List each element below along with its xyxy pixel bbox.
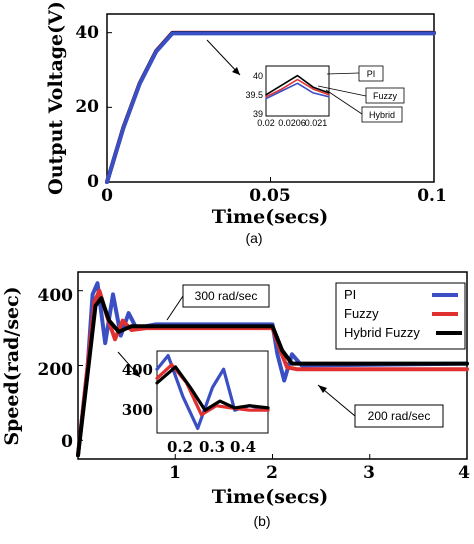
panel-a-x-axis-label: Time(secs) [212, 206, 329, 228]
panel-b-inset-ytick-0: 400 [122, 361, 153, 379]
panel-b-line-hybrid-fuzzy [76, 296, 469, 458]
panel-a-inset-arrow [206, 39, 241, 76]
panel-a-label-pi-box [358, 65, 384, 82]
panel-b-legend-label-pi: PI [344, 287, 356, 302]
panel-b-ytick-1: 200 [38, 360, 74, 380]
panel-a-inset-xtick-1: 0.0206 [278, 118, 306, 128]
annotation-300-text: 300 rad/sec [195, 289, 258, 303]
panel-b-inset-arrowhead [132, 369, 140, 377]
panel-b-inset-xtick-2: 0.4 [230, 438, 256, 456]
panel-b-xtick-1: 2 [266, 463, 278, 483]
panel-a-line-fuzzy [105, 31, 436, 184]
panel-b-ytick-0: 0 [61, 432, 73, 452]
panel-b-caption: (b) [253, 513, 270, 529]
panel-b-inset-series [155, 354, 270, 430]
panel-a-inset-ytick-2: 39 [253, 109, 263, 119]
panel-b-line-fuzzy [76, 288, 469, 458]
panel-b-inset-xtick-1: 0.3 [199, 438, 225, 456]
panel-a-inset-xtick-2: 0.021 [305, 118, 328, 128]
panel-b-xtick-2: 3 [363, 463, 375, 483]
panel-a-inset-line-pi [265, 78, 330, 98]
panel-b-xtick-0: 1 [169, 463, 181, 483]
panel-a-xtick-0: 0 [101, 186, 113, 206]
panel-b-inset-xtick-0: 0.2 [167, 438, 193, 456]
panel-b-ytick-2: 400 [38, 286, 74, 306]
panel-a-label-fuzzy: Fuzzy [373, 91, 398, 101]
panel-b-inset-ytick-1: 300 [122, 401, 153, 419]
panel-a-inset-line-fuzzy [265, 82, 330, 100]
panel-a-series [105, 30, 436, 184]
panel-a-label-pi-pointer [326, 72, 360, 75]
panel-a-label-hybrid-pointer [325, 89, 363, 115]
panel-b-ticks [78, 290, 468, 459]
panel-b-inset-line-hybrid-fuzzy [155, 365, 270, 412]
panel-a-label-fuzzy-pointer [317, 85, 367, 97]
panel-a-inset-arrowhead [232, 67, 240, 75]
annotation-200-text: 200 rad/sec [368, 409, 431, 423]
panel-a-label-hybrid: Hybrid [369, 110, 395, 120]
panel-b: 0 200 400 1 2 3 4 Time(secs) Speed(rad/s… [1, 271, 470, 529]
panel-b-legend-label-hybrid: Hybrid Fuzzy [344, 325, 420, 340]
panel-a: 0 20 40 0 0.05 0.1 Time(secs) Output Vol… [45, 1, 447, 246]
panel-a-inset-series [265, 74, 330, 100]
panel-a-inset-ytick-1: 39.5 [245, 90, 263, 100]
panel-b-x-axis-label: Time(secs) [212, 486, 329, 508]
panel-a-inset-ytick-0: 40 [253, 71, 263, 81]
panel-a-ytick-2: 40 [75, 23, 99, 43]
panel-b-legend-label-fuzzy: Fuzzy [344, 306, 379, 321]
panel-a-xtick-1: 0.05 [249, 186, 290, 206]
panel-a-inset-xtick-0: 0.02 [257, 118, 275, 128]
panel-b-y-axis-label: Speed(rad/sec) [1, 286, 23, 445]
panel-a-label-hybrid-box [361, 106, 403, 123]
panel-a-xtick-2: 0.1 [417, 186, 447, 206]
annotation-200-arrowhead [318, 385, 327, 393]
panel-a-label-fuzzy-box [365, 87, 405, 104]
panel-a-ytick-0: 0 [87, 172, 99, 192]
panel-a-label-pi: PI [367, 69, 376, 79]
panel-a-inset-line-hybrid [265, 74, 330, 96]
panel-a-ytick-1: 20 [75, 97, 99, 117]
panel-b-series [76, 281, 469, 458]
annotation-300-arrow [166, 295, 184, 321]
panel-a-y-axis-label: Output Voltage(V) [45, 1, 67, 195]
panel-a-caption: (a) [245, 230, 262, 246]
panel-b-xtick-3: 4 [458, 463, 470, 483]
